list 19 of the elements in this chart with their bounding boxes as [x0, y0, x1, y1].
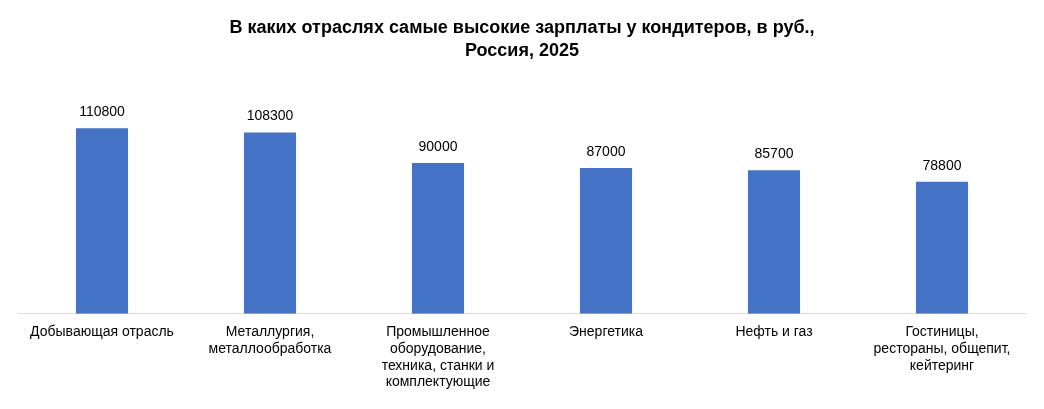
x-tick-label: Нефть и газ	[735, 323, 813, 340]
x-tick-label: Промышленное оборудование, техника, станки и комплектующие	[381, 323, 495, 390]
x-tick-label: Энергетика	[569, 323, 644, 340]
bar	[411, 163, 465, 314]
data-label: 78800	[922, 156, 962, 173]
data-label: 108300	[246, 107, 294, 124]
data-label: 110800	[79, 103, 126, 120]
bar	[579, 168, 633, 314]
chart-title: В каких отраслях самые высокие зарплаты у кондитеров, в руб., Россия, 2025	[229, 16, 815, 61]
x-tick-label: Металлургия, металлообработка	[208, 323, 332, 356]
bar	[75, 128, 129, 314]
x-tick-label: Добывающая отрасль	[30, 323, 174, 340]
bar	[243, 132, 297, 314]
data-label: 90000	[418, 137, 458, 154]
data-label: 85700	[754, 145, 794, 162]
bar	[915, 181, 969, 314]
x-tick-label: Гостиницы, рестораны, общепит, кейтеринг	[873, 323, 1011, 373]
bar	[747, 170, 801, 314]
data-label: 87000	[586, 142, 626, 159]
